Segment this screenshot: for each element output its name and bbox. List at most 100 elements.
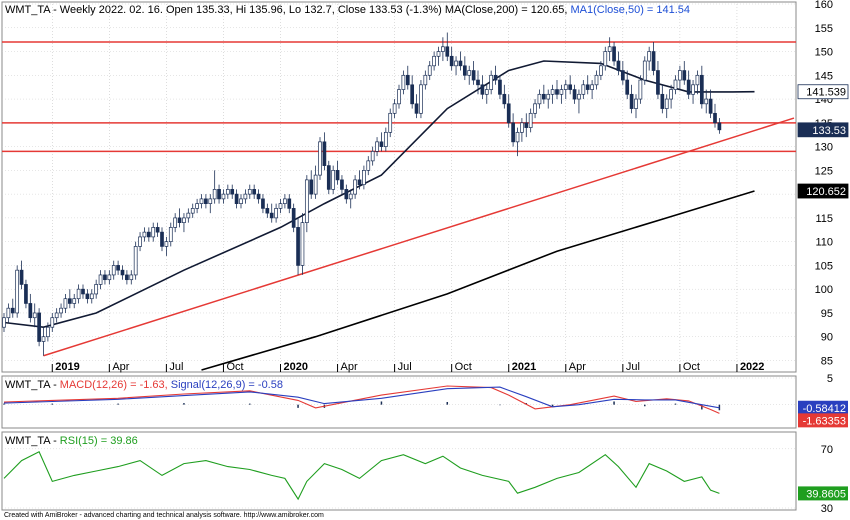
candle-body [168, 227, 173, 243]
candle-body [436, 51, 441, 57]
candle-body [550, 89, 555, 95]
candle-body [199, 198, 204, 204]
rsi-plot: 39.8605 [3, 451, 848, 501]
candle-body [559, 89, 564, 95]
candle-body [717, 122, 722, 131]
macd-header-prefix: WMT_TA - [5, 379, 60, 391]
candle-body [489, 74, 494, 90]
candle-body [432, 55, 436, 67]
rsi-y-tick: 70 [821, 444, 833, 456]
candle-body [366, 160, 371, 171]
candle-body [151, 227, 156, 238]
candle-body [524, 122, 529, 128]
x-tick-label: 2021 [512, 361, 536, 373]
candle-body [607, 46, 612, 52]
y-tick-label: 95 [821, 308, 833, 320]
candle-body [98, 274, 103, 285]
candle-body [252, 189, 257, 195]
candle-body [612, 46, 616, 62]
y-tick-label: 100 [815, 284, 833, 296]
candle-body [362, 170, 366, 185]
candle-body [186, 212, 191, 219]
macd-header: WMT_TA - MACD(12,26) = -1.63, Signal(12,… [5, 379, 283, 391]
candle-body [212, 189, 217, 200]
candle-body [577, 93, 581, 100]
candle-body [392, 103, 397, 114]
candle-body [423, 74, 428, 86]
candle-body [410, 84, 415, 105]
candle-body [322, 141, 327, 166]
candle-body [353, 179, 357, 195]
candle-body [247, 189, 252, 195]
candle-body [182, 217, 186, 223]
candle-body [620, 70, 625, 81]
candle-body [625, 79, 630, 95]
candle-body [664, 98, 669, 109]
candle-body [296, 227, 300, 266]
x-tick-label: Jul [169, 361, 183, 373]
candle-body [379, 141, 384, 147]
candle-body [177, 217, 182, 223]
candle-body [616, 60, 621, 71]
x-tick-label: Apr [341, 361, 358, 373]
price-panel-frame [1, 1, 797, 373]
candle-body [603, 51, 608, 67]
candle-body [155, 227, 160, 233]
y-tick-label: 150 [815, 47, 833, 59]
rsi-grid: 30 70 [2, 444, 833, 515]
y-tick-label: 130 [815, 142, 833, 154]
candle-body [67, 298, 72, 304]
y-tick-label: 125 [815, 165, 833, 177]
candle-body [6, 307, 11, 319]
macd-panel-frame [1, 375, 797, 429]
candle-body [458, 60, 463, 67]
macd-y-tick: 5 [827, 373, 833, 385]
value-badge-text: 133.53 [812, 125, 846, 137]
y-tick-label: 105 [815, 260, 833, 272]
candle-body [72, 298, 77, 304]
candle-body [2, 317, 6, 328]
candle-body [594, 74, 599, 86]
candle-body [498, 79, 502, 95]
rsi-badge-text: 39.8605 [806, 488, 846, 500]
price-header: WMT_TA - Weekly 2022. 02. 16. Open 135.3… [5, 4, 690, 16]
candle-body [441, 46, 445, 52]
value-badge [797, 183, 849, 199]
rsi-header-rsi: RSI(15) = 39.86 [60, 435, 138, 447]
candle-body [397, 89, 401, 105]
price-badges: 141.539 133.53 120.652 [797, 84, 849, 199]
candle-body [555, 89, 559, 95]
candle-body [221, 193, 226, 200]
trendline-line [43, 117, 795, 357]
candle-body [370, 151, 375, 162]
candle-body [195, 203, 199, 209]
candle-body [309, 179, 314, 195]
candle-body [506, 103, 511, 124]
x-tick-label: Oct [455, 361, 472, 373]
value-badge-text: 120.652 [806, 186, 846, 198]
candle-body [138, 236, 142, 247]
candle-body [59, 307, 63, 314]
rsi-y-tick: 30 [821, 503, 833, 515]
candle-body [691, 84, 695, 95]
macd-badge [798, 400, 848, 415]
x-tick-label: Apr [569, 361, 586, 373]
candle-body [673, 79, 678, 90]
candle-body [243, 193, 248, 200]
rsi-line [3, 451, 720, 501]
candle-body [304, 179, 309, 223]
candle-body [85, 293, 90, 300]
candle-body [651, 51, 656, 71]
x-axis: 2019 Apr Jul Oct 2020 Apr Jul Oct 2021 Apr Jul Oct 2… [51, 361, 764, 373]
y-tick-label: 155 [815, 23, 833, 35]
candle-body [383, 131, 388, 147]
candle-body [125, 274, 129, 281]
price-grid [2, 3, 796, 370]
candle-body [467, 70, 472, 76]
candle-body [146, 231, 151, 238]
candle-body [708, 98, 713, 114]
x-tick-label: 2020 [284, 361, 308, 373]
candle-body [116, 265, 120, 271]
candle-body [686, 79, 691, 95]
